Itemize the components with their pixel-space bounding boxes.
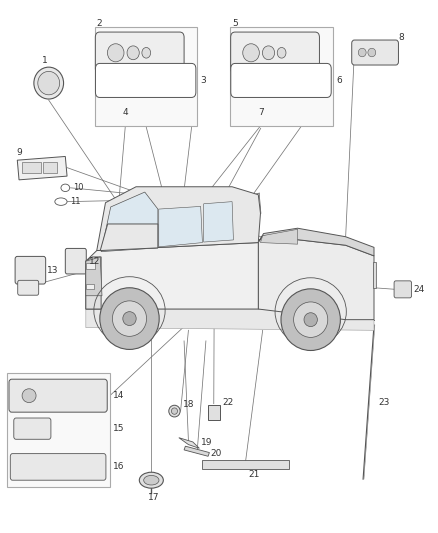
Bar — [208, 405, 220, 419]
Ellipse shape — [139, 472, 163, 488]
Ellipse shape — [304, 313, 318, 327]
Bar — [201, 460, 289, 469]
Text: 16: 16 — [113, 463, 125, 471]
Text: 3: 3 — [201, 76, 206, 85]
Text: 9: 9 — [16, 148, 22, 157]
Polygon shape — [204, 201, 233, 242]
Text: 4: 4 — [123, 108, 129, 117]
Bar — [230, 27, 332, 126]
Ellipse shape — [22, 389, 36, 402]
Ellipse shape — [100, 288, 159, 350]
Ellipse shape — [277, 47, 286, 58]
Ellipse shape — [169, 405, 180, 417]
Ellipse shape — [243, 44, 259, 62]
Polygon shape — [17, 157, 67, 180]
Bar — [373, 262, 376, 288]
FancyBboxPatch shape — [95, 63, 196, 98]
Ellipse shape — [34, 67, 64, 99]
Polygon shape — [97, 187, 261, 251]
Ellipse shape — [107, 44, 124, 62]
Polygon shape — [86, 309, 374, 330]
Ellipse shape — [358, 49, 366, 57]
Polygon shape — [184, 446, 209, 456]
Ellipse shape — [113, 301, 147, 336]
Text: 11: 11 — [70, 197, 80, 206]
Ellipse shape — [368, 49, 376, 57]
Text: 22: 22 — [223, 398, 234, 407]
Text: 5: 5 — [232, 19, 238, 28]
Ellipse shape — [123, 312, 136, 326]
Ellipse shape — [142, 47, 151, 58]
FancyBboxPatch shape — [18, 280, 39, 295]
Text: 20: 20 — [210, 449, 222, 458]
Text: 15: 15 — [113, 424, 125, 433]
Ellipse shape — [293, 302, 328, 337]
Bar — [86, 263, 95, 269]
Text: 17: 17 — [148, 492, 159, 502]
FancyBboxPatch shape — [231, 63, 331, 98]
FancyBboxPatch shape — [9, 379, 107, 412]
FancyBboxPatch shape — [15, 256, 46, 284]
FancyBboxPatch shape — [394, 281, 412, 298]
Text: 10: 10 — [73, 183, 84, 192]
Ellipse shape — [38, 71, 60, 95]
FancyBboxPatch shape — [231, 32, 319, 74]
Text: 23: 23 — [378, 398, 390, 407]
Bar — [43, 163, 57, 173]
Text: 14: 14 — [113, 391, 125, 400]
Ellipse shape — [171, 408, 177, 414]
Polygon shape — [86, 243, 258, 309]
Polygon shape — [86, 257, 102, 296]
Text: 6: 6 — [336, 76, 342, 85]
FancyBboxPatch shape — [95, 32, 184, 74]
Text: 18: 18 — [183, 400, 195, 409]
Bar — [7, 373, 110, 487]
Polygon shape — [258, 236, 374, 320]
Text: 21: 21 — [248, 471, 260, 479]
Bar — [21, 163, 41, 173]
Text: 12: 12 — [89, 257, 100, 265]
Bar — [95, 27, 197, 126]
Polygon shape — [159, 206, 202, 247]
FancyBboxPatch shape — [14, 418, 51, 439]
Ellipse shape — [281, 289, 340, 351]
Text: 24: 24 — [413, 285, 424, 294]
FancyBboxPatch shape — [11, 454, 106, 480]
Ellipse shape — [262, 46, 275, 60]
Ellipse shape — [144, 475, 159, 485]
Polygon shape — [179, 438, 199, 448]
Text: 2: 2 — [97, 19, 102, 28]
FancyBboxPatch shape — [65, 248, 86, 274]
Polygon shape — [261, 229, 297, 244]
Ellipse shape — [127, 46, 139, 60]
Bar — [86, 284, 94, 289]
Polygon shape — [86, 257, 101, 309]
Polygon shape — [101, 192, 158, 252]
Text: 1: 1 — [42, 56, 47, 65]
Polygon shape — [100, 224, 158, 251]
Text: 19: 19 — [201, 439, 212, 448]
Text: 8: 8 — [399, 34, 404, 43]
Text: 7: 7 — [258, 108, 264, 117]
Text: 13: 13 — [47, 266, 59, 274]
Polygon shape — [259, 228, 374, 256]
FancyBboxPatch shape — [352, 40, 399, 65]
